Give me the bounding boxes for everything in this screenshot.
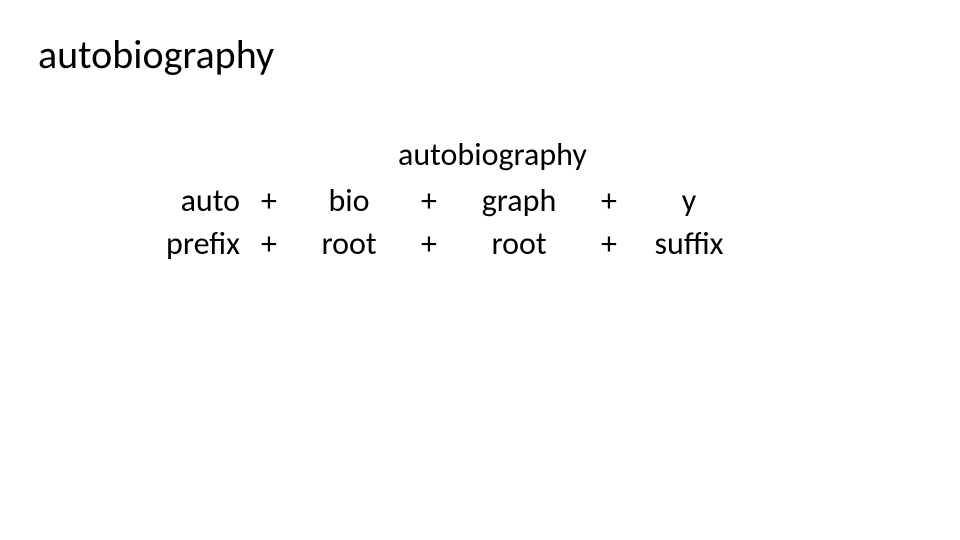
role-suffix: suffix <box>634 222 744 265</box>
plus-1: + <box>244 179 294 222</box>
breakdown-rows: autobiography auto + bio + graph + y pre… <box>130 135 744 265</box>
morpheme-auto: auto <box>130 179 244 222</box>
role-root-2: root <box>454 222 584 265</box>
plus-5: + <box>404 222 454 265</box>
breakdown-header-word: autobiography <box>398 135 587 174</box>
plus-2: + <box>404 179 454 222</box>
morpheme-y: y <box>634 179 744 222</box>
morpheme-bio: bio <box>294 179 404 222</box>
role-root-1: root <box>294 222 404 265</box>
morpheme-row: auto + bio + graph + y <box>130 179 744 222</box>
morpheme-graph: graph <box>454 179 584 222</box>
page-title: autobiography <box>38 30 274 79</box>
word-breakdown: autobiography auto + bio + graph + y pre… <box>130 135 744 265</box>
role-prefix: prefix <box>130 222 244 265</box>
plus-6: + <box>584 222 634 265</box>
role-row: prefix + root + root + suffix <box>130 222 744 265</box>
slide: autobiography autobiography auto + bio +… <box>0 0 960 540</box>
plus-4: + <box>244 222 294 265</box>
plus-3: + <box>584 179 634 222</box>
